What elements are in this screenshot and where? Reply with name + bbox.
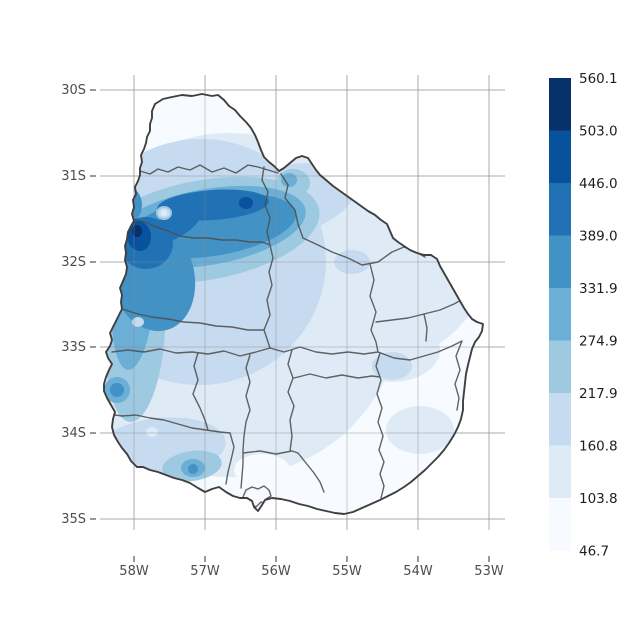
y-axis-ticks	[90, 89, 96, 520]
legend-swatch-1	[549, 130, 571, 183]
legend-swatch-5	[549, 340, 571, 393]
legend-swatch-0	[549, 78, 571, 131]
y-tick-label-33s: 33S	[61, 340, 86, 355]
legend-label-503: 503.0	[579, 124, 618, 140]
legend-swatch-8	[549, 498, 571, 551]
legend-label-389: 389.0	[579, 229, 618, 245]
y-tick-label-30s: 30S	[61, 83, 86, 98]
south-pale-patches	[234, 454, 320, 492]
x-tick-label-54w: 54W	[403, 564, 433, 579]
legend-label-103: 103.8	[579, 491, 618, 507]
department-borders	[107, 164, 464, 508]
band-9-maximum	[132, 225, 142, 237]
colorbar-legend: 560.1 503.0 446.0 389.0 331.9 274.9 217.…	[549, 71, 618, 560]
x-tick-label-57w: 57W	[190, 564, 220, 579]
y-tick-label-31s: 31S	[61, 169, 86, 184]
pale-spots	[146, 210, 168, 437]
x-axis-ticks	[133, 556, 490, 562]
y-tick-label-34s: 34S	[61, 426, 86, 441]
legend-label-217: 217.9	[579, 386, 618, 402]
x-tick-label-58w: 58W	[119, 564, 149, 579]
y-tick-label-32s: 32S	[61, 255, 86, 270]
legend-label-274: 274.9	[579, 334, 618, 350]
legend-label-560: 560.1	[579, 71, 618, 87]
colorbar-swatches	[549, 78, 571, 551]
graticule-overlay	[100, 75, 505, 530]
y-axis: 30S 31S 32S 33S 34S 35S	[61, 83, 96, 527]
colorbar-labels: 560.1 503.0 446.0 389.0 331.9 274.9 217.…	[579, 71, 618, 560]
legend-swatch-2	[549, 183, 571, 236]
x-tick-label-55w: 55W	[332, 564, 362, 579]
y-tick-label-35s: 35S	[61, 512, 86, 527]
x-tick-label-53w: 53W	[474, 564, 504, 579]
x-tick-label-56w: 56W	[261, 564, 291, 579]
x-axis: 58W 57W 56W 55W 54W 53W	[119, 556, 504, 579]
legend-swatch-7	[549, 445, 571, 498]
legend-label-446: 446.0	[579, 176, 618, 192]
uruguay-contour-fill	[104, 94, 483, 514]
legend-swatch-6	[549, 393, 571, 446]
legend-label-331: 331.9	[579, 281, 618, 297]
legend-label-160: 160.8	[579, 439, 618, 455]
legend-swatch-4	[549, 288, 571, 341]
legend-label-46: 46.7	[579, 544, 609, 560]
legend-swatch-3	[549, 235, 571, 288]
